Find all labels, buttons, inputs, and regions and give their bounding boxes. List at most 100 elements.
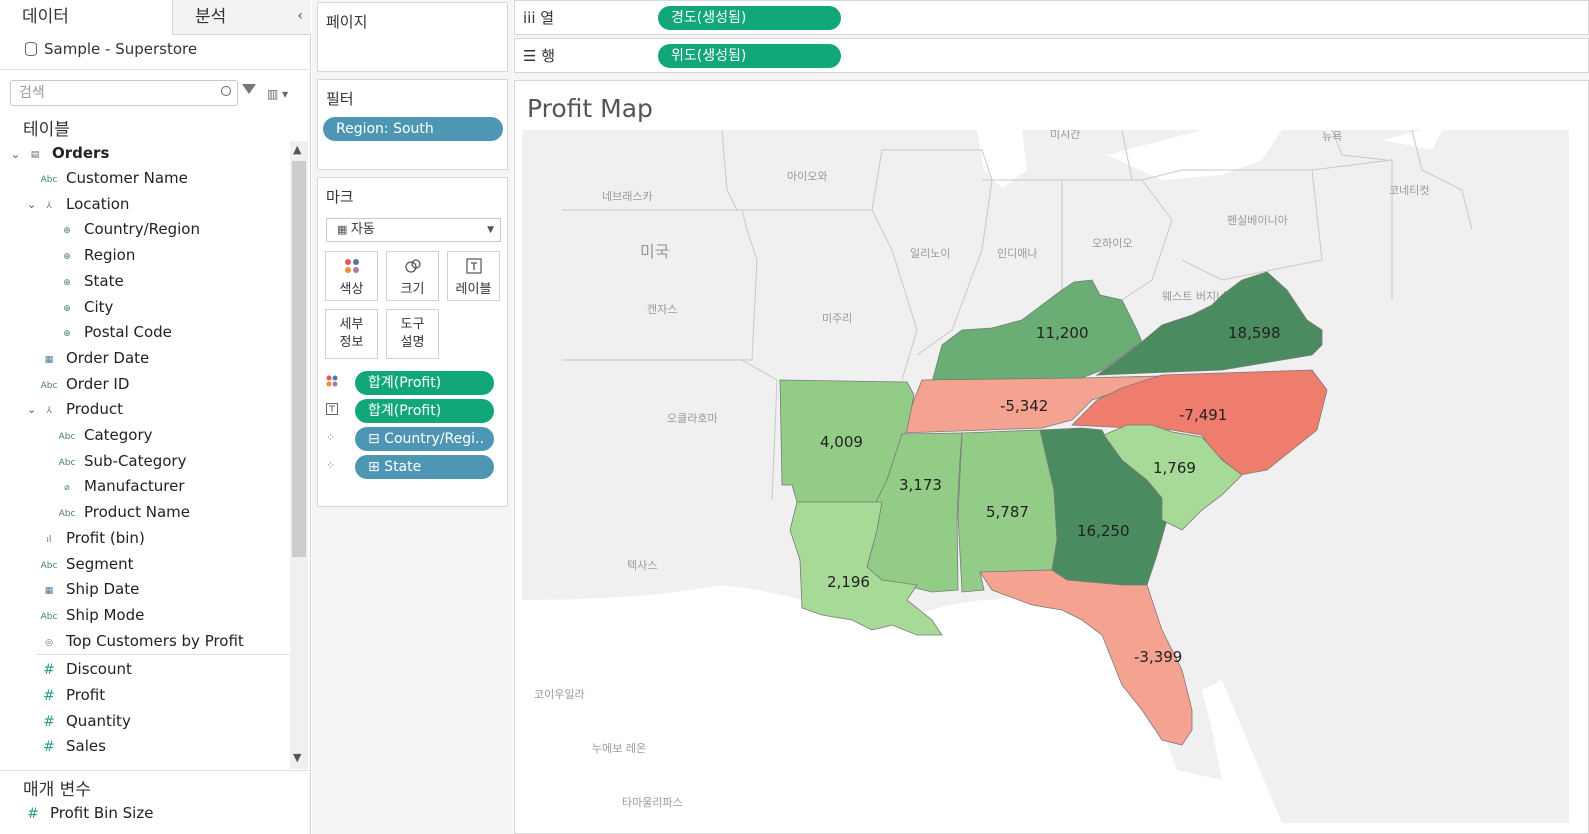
field-state[interactable]: ⊕ State bbox=[58, 269, 124, 294]
search-input[interactable]: 검색 bbox=[10, 80, 238, 106]
bg-label: 아이오와 bbox=[787, 170, 827, 183]
field-profit-bin-[interactable]: ıl Profit (bin) bbox=[40, 526, 144, 551]
field-label: Top Customers by Profit bbox=[66, 631, 244, 650]
color-button[interactable]: 색상 bbox=[325, 251, 378, 301]
label-button[interactable]: 레이블 bbox=[447, 251, 500, 301]
mark-pill-label[interactable]: 합계(Profit) bbox=[355, 399, 494, 423]
columns-pill[interactable]: 경도(생성됨) bbox=[658, 6, 841, 30]
chevron-down-icon[interactable]: ⌄ bbox=[27, 197, 37, 211]
size-button[interactable]: 크기 bbox=[386, 251, 439, 301]
field-label: Country/Region bbox=[84, 220, 200, 239]
rows-shelf[interactable]: ☰ 행 위도(생성됨) bbox=[514, 38, 1589, 73]
data-pane: 데이터 분석 ‹ Sample - Superstore 검색 ▥ ▾ 테이블 … bbox=[0, 0, 311, 834]
field-profit[interactable]: # Profit bbox=[40, 683, 105, 708]
filter-icon[interactable] bbox=[242, 84, 256, 94]
label-tennessee: -5,342 bbox=[1000, 397, 1048, 415]
field-label: Quantity bbox=[66, 711, 131, 730]
field-label: Customer Name bbox=[66, 169, 188, 187]
number-icon: # bbox=[27, 806, 39, 822]
scroll-up-icon[interactable]: ▲ bbox=[293, 143, 302, 156]
label-georgia: 16,250 bbox=[1077, 522, 1130, 540]
mark-pill-color[interactable]: 합계(Profit) bbox=[355, 371, 494, 395]
filters-card[interactable]: 필터 Region: South bbox=[317, 79, 508, 170]
search-placeholder: 검색 bbox=[19, 85, 45, 101]
field-postal-code[interactable]: ⊕ Postal Code bbox=[58, 320, 172, 345]
abc-icon: Abc bbox=[58, 432, 76, 442]
state-florida[interactable] bbox=[979, 569, 1193, 746]
field-location[interactable]: ⅄ Location bbox=[40, 192, 129, 217]
state-kentucky[interactable] bbox=[931, 279, 1143, 383]
marks-title: 마크 bbox=[326, 188, 354, 206]
field-region[interactable]: ⊕ Region bbox=[58, 243, 135, 268]
globe-icon: ⊕ bbox=[63, 303, 71, 314]
chevron-down-icon[interactable]: ⌄ bbox=[11, 148, 21, 161]
field-manufacturer[interactable]: ⌀ Manufacturer bbox=[58, 474, 184, 499]
pages-card[interactable]: 페이지 bbox=[317, 2, 508, 72]
detail-button[interactable]: 세부 정보 bbox=[325, 309, 378, 359]
clip-icon: ⌀ bbox=[64, 483, 70, 494]
field-customer-name[interactable]: Abc Customer Name bbox=[40, 166, 188, 191]
mark-pill-state[interactable]: ⊞ State bbox=[355, 455, 494, 479]
label-kentucky: 11,200 bbox=[1036, 324, 1089, 342]
field-scrollbar[interactable]: ▲ ▼ bbox=[290, 141, 308, 769]
field-product-name[interactable]: Abc Product Name bbox=[58, 500, 190, 525]
param-item[interactable]: # Profit Bin Size bbox=[24, 801, 153, 826]
field-quantity[interactable]: # Quantity bbox=[40, 709, 131, 734]
mark-type-select[interactable]: ▦ 자동 ▼ bbox=[326, 218, 501, 242]
bg-label: 누에보 레온 bbox=[592, 742, 646, 755]
field-order-id[interactable]: Abc Order ID bbox=[40, 372, 130, 397]
state-virginia[interactable] bbox=[1095, 271, 1323, 376]
chevron-down-icon[interactable]: ⌄ bbox=[27, 403, 37, 417]
field-city[interactable]: ⊕ City bbox=[58, 295, 113, 320]
label-florida: -3,399 bbox=[1134, 648, 1182, 666]
bg-label: 네브래스카 bbox=[602, 190, 653, 203]
filter-pill-region[interactable]: Region: South bbox=[323, 117, 503, 141]
datasource-item[interactable]: Sample - Superstore bbox=[25, 40, 197, 58]
field-category[interactable]: Abc Category bbox=[58, 423, 153, 448]
tooltip-button[interactable]: 도구 설명 bbox=[386, 309, 439, 359]
marks-card: 마크 ▦ 자동 ▼ 색상 크기 레이블 세부 정보 도구 설명 합계(Profi… bbox=[317, 177, 508, 507]
field-product[interactable]: ⅄ Product bbox=[40, 397, 123, 422]
field-sub-category[interactable]: Abc Sub-Category bbox=[58, 449, 187, 474]
field-order-date[interactable]: ▦ Order Date bbox=[40, 346, 150, 371]
tab-data[interactable]: 데이터 bbox=[0, 0, 172, 35]
scroll-down-icon[interactable]: ▼ bbox=[293, 751, 302, 764]
field-label: Postal Code bbox=[84, 323, 172, 342]
abc-icon: Abc bbox=[40, 611, 58, 622]
field-tree: ⌄ ▤ Orders Abc Customer Name ⅄ Location ⌄ ⊕ Cou… bbox=[0, 141, 290, 771]
bg-label: 코이우일라 bbox=[534, 687, 585, 701]
table-orders[interactable]: ▤ Orders bbox=[26, 141, 110, 166]
field-segment[interactable]: Abc Segment bbox=[40, 552, 134, 577]
bg-label: 펜실베이니아 bbox=[1227, 214, 1288, 227]
field-label: Product bbox=[66, 400, 123, 419]
scroll-thumb[interactable] bbox=[292, 161, 306, 557]
field-sales[interactable]: # Sales bbox=[40, 734, 106, 759]
background-borders bbox=[562, 130, 1473, 501]
field-ship-mode[interactable]: Abc Ship Mode bbox=[40, 603, 145, 628]
columns-label: iii 열 bbox=[523, 9, 555, 27]
field-top-customers-by-profit[interactable]: ◎ Top Customers by Profit bbox=[40, 629, 244, 654]
bg-label: 오하이오 bbox=[1092, 236, 1132, 250]
collapse-pane-icon[interactable]: ‹ bbox=[297, 8, 303, 24]
state-louisiana[interactable] bbox=[789, 501, 943, 636]
filters-title: 필터 bbox=[326, 90, 354, 108]
state-north-carolina[interactable] bbox=[1071, 369, 1328, 476]
state-south-carolina[interactable] bbox=[1103, 424, 1243, 531]
columns-shelf[interactable]: iii 열 경도(생성됨) bbox=[514, 0, 1589, 35]
rows-pill[interactable]: 위도(생성됨) bbox=[658, 44, 841, 68]
view-options-icon[interactable]: ▥ ▾ bbox=[267, 87, 289, 101]
calendar-icon: ▦ bbox=[44, 586, 54, 597]
label-virginia: 18,598 bbox=[1228, 324, 1281, 342]
field-label: Ship Date bbox=[66, 580, 140, 599]
field-label: Profit bbox=[66, 686, 106, 704]
number-icon: # bbox=[43, 739, 55, 756]
bg-label: 미주리 bbox=[822, 312, 852, 325]
mark-pill-country[interactable]: ⊟ Country/Regi.. bbox=[355, 427, 494, 451]
datasource-name: Sample - Superstore bbox=[44, 40, 198, 58]
field-discount[interactable]: # Discount bbox=[40, 657, 132, 682]
profit-map[interactable]: 미시간 뉴욕 코네티컷 아이오와 네브래스카 펜실베이니아 미국 일리노이 인디… bbox=[522, 130, 1569, 823]
field-country-region[interactable]: ⊕ Country/Region bbox=[58, 217, 200, 242]
bg-label: 텍사스 bbox=[627, 559, 657, 572]
field-ship-date[interactable]: ▦ Ship Date bbox=[40, 577, 140, 602]
tab-analysis[interactable]: 분석 bbox=[172, 0, 311, 35]
